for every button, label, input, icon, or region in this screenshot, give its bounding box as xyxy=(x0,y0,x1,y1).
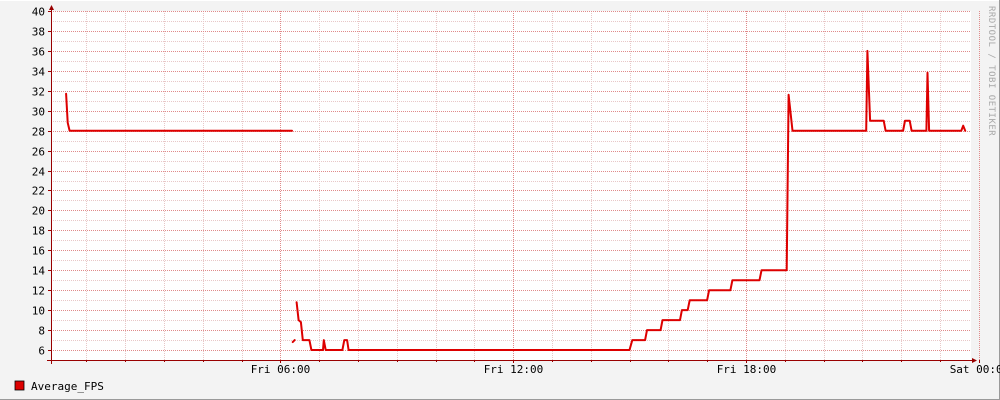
y-tick-label: 36 xyxy=(32,46,45,59)
y-tick-label: 38 xyxy=(32,26,45,39)
rrdtool-watermark: RRDTOOL / TOBI OETIKER xyxy=(986,6,996,136)
tick-label-layer: 6 8 10 12 14 16 18 20 22 24 26 28 30 32 34 36 38 40 Fri 06… xyxy=(32,6,1000,377)
y-tick-label: 16 xyxy=(32,245,45,258)
x-tick-label: Sat 00:00 xyxy=(950,363,1000,376)
y-tick-label: 10 xyxy=(32,305,45,318)
y-tick-label: 40 xyxy=(32,6,45,19)
y-tick-label: 14 xyxy=(32,265,46,278)
y-tick-label: 34 xyxy=(32,66,46,79)
plot-area xyxy=(51,11,971,360)
y-tick-label: 12 xyxy=(32,285,45,298)
y-tick-label: 28 xyxy=(32,126,45,139)
grid-layer xyxy=(51,11,980,361)
y-axis-arrow xyxy=(49,5,54,10)
axis-layer xyxy=(47,5,980,364)
y-tick-label: 30 xyxy=(32,106,45,119)
series-line-average-fps xyxy=(65,92,293,132)
y-tick-label: 22 xyxy=(32,185,45,198)
legend-swatch xyxy=(14,380,25,391)
x-tick-label: Fri 06:00 xyxy=(251,363,311,376)
y-tick-label: 32 xyxy=(32,86,45,99)
series-layer xyxy=(65,49,967,351)
legend-label: Average_FPS xyxy=(31,380,104,393)
y-tick-label: 26 xyxy=(32,146,45,159)
series-line-average-fps xyxy=(295,49,967,351)
legend: Average_FPS xyxy=(14,380,104,393)
y-tick-label: 18 xyxy=(32,225,45,238)
series-line-average-fps xyxy=(291,339,296,344)
x-tick-label: Fri 12:00 xyxy=(484,363,544,376)
x-axis-arrow xyxy=(972,358,977,363)
x-tick-label: Fri 18:00 xyxy=(717,363,777,376)
y-tick-label: 24 xyxy=(32,166,46,179)
y-tick-label: 8 xyxy=(38,325,45,338)
y-tick-label: 6 xyxy=(38,345,45,358)
y-tick-label: 20 xyxy=(32,205,45,218)
